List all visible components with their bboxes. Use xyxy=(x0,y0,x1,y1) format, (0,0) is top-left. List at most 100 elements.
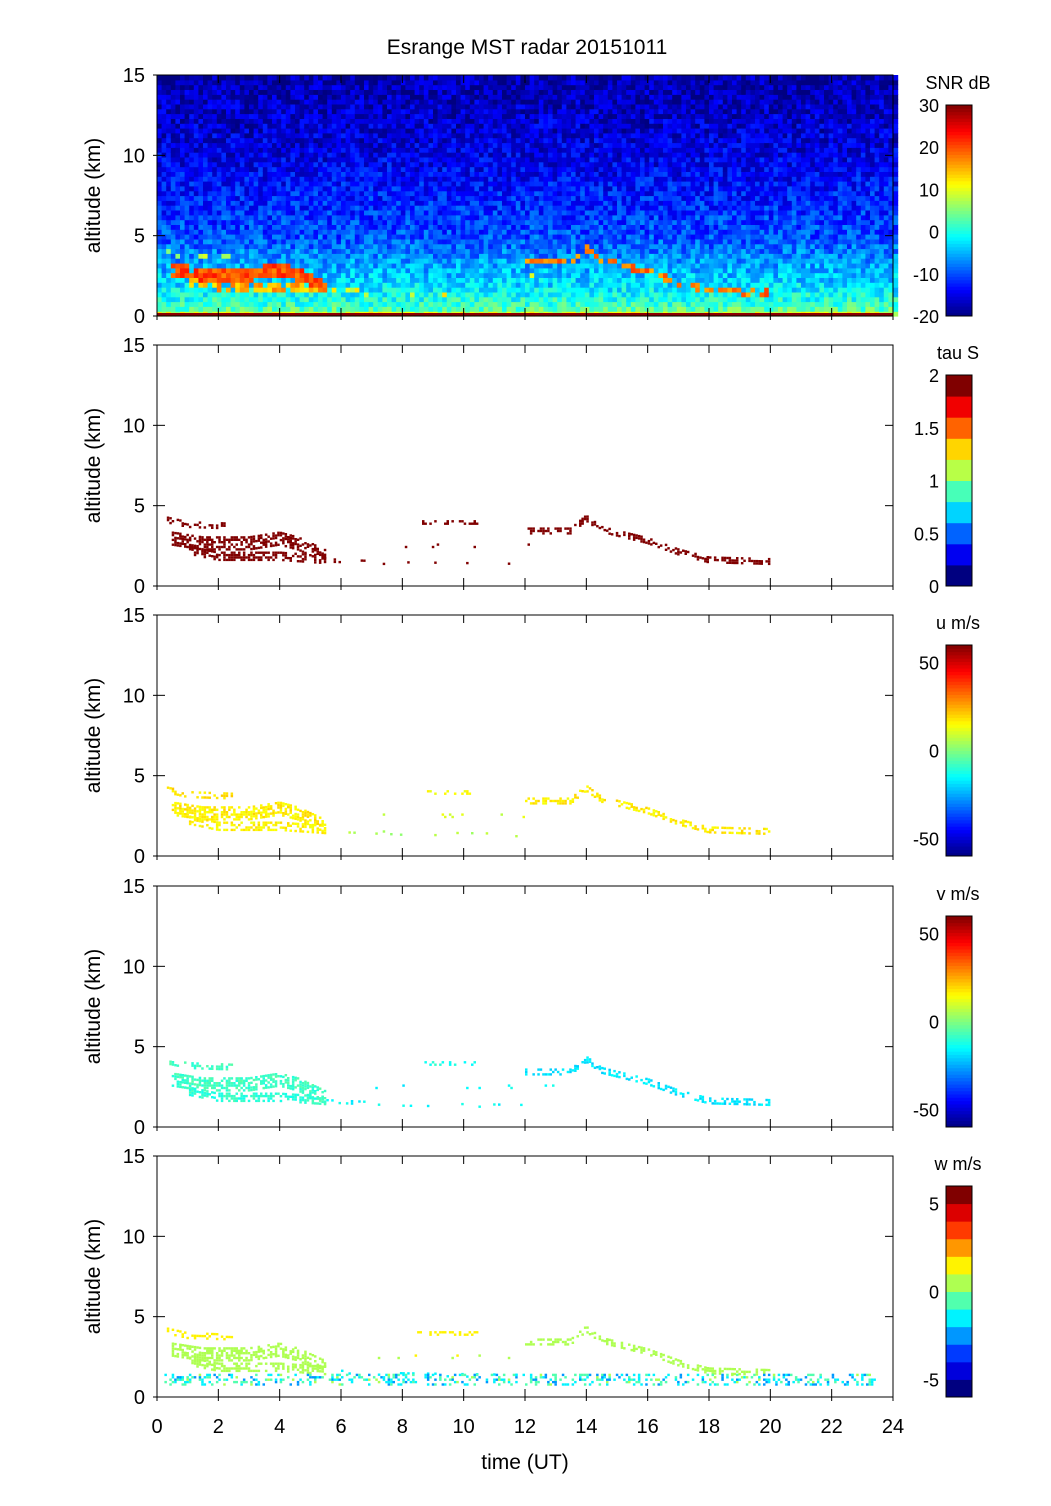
data-cell xyxy=(281,224,287,230)
data-cell xyxy=(575,161,581,168)
data-cell xyxy=(313,267,319,274)
data-cell xyxy=(198,84,204,90)
data-cell xyxy=(469,123,475,129)
data-cell xyxy=(226,205,232,211)
data-cell xyxy=(405,229,411,235)
data-cell xyxy=(290,176,296,182)
data-cell xyxy=(414,287,420,293)
data-cell xyxy=(189,185,195,192)
data-cell xyxy=(557,176,563,182)
data-cell xyxy=(235,156,241,163)
data-cell xyxy=(216,195,222,201)
data-cell xyxy=(262,258,268,264)
data-cell xyxy=(221,99,227,105)
data-cell xyxy=(469,113,475,119)
data-cell xyxy=(446,214,452,221)
data-cell xyxy=(290,234,296,240)
data-cell xyxy=(497,185,503,192)
data-cell xyxy=(207,253,213,259)
data-cell xyxy=(239,84,245,90)
data-cell xyxy=(446,75,452,81)
data-cell xyxy=(253,108,259,115)
data-cell xyxy=(281,190,287,197)
data-cell xyxy=(451,296,457,303)
data-cell xyxy=(492,287,498,293)
data-cell xyxy=(175,118,181,124)
data-cell xyxy=(364,171,370,177)
data-cell xyxy=(525,248,531,254)
data-cell xyxy=(198,258,204,264)
data-cell xyxy=(575,224,581,230)
data-cell xyxy=(166,108,172,115)
data-cell xyxy=(281,291,287,298)
data-cell xyxy=(594,118,600,124)
data-cell xyxy=(465,229,471,235)
data-cell xyxy=(612,243,618,250)
data-cell xyxy=(336,75,342,81)
data-cell xyxy=(253,103,259,110)
data-cell xyxy=(492,243,498,250)
data-cell xyxy=(460,152,466,158)
data-cell xyxy=(492,296,498,303)
data-cell xyxy=(198,195,204,201)
data-cell xyxy=(479,205,485,211)
data-cell xyxy=(488,263,494,269)
data-cell xyxy=(281,137,287,144)
data-cell xyxy=(170,272,176,278)
data-cell xyxy=(230,224,236,230)
data-cell xyxy=(368,291,374,298)
data-cell xyxy=(253,267,259,274)
data-cell xyxy=(538,137,544,144)
data-cell xyxy=(557,219,563,225)
data-cell xyxy=(226,89,232,95)
data-cell xyxy=(607,176,613,182)
data-cell xyxy=(437,267,443,274)
data-cell xyxy=(198,224,204,230)
data-cell xyxy=(336,205,342,211)
data-cell xyxy=(410,147,416,153)
data-cell xyxy=(350,156,356,163)
data-cell xyxy=(249,75,255,81)
data-cell xyxy=(382,282,388,288)
data-cell xyxy=(584,282,590,288)
data-cell xyxy=(285,267,291,274)
data-cell xyxy=(419,267,425,274)
data-cell xyxy=(170,210,176,216)
data-cell xyxy=(253,142,259,148)
data-cell xyxy=(170,161,176,168)
data-cell xyxy=(341,234,347,240)
data-cell xyxy=(207,205,213,211)
data-cell xyxy=(400,75,406,81)
data-cell xyxy=(299,291,305,298)
data-cell xyxy=(561,94,567,100)
data-cell xyxy=(603,306,609,312)
data-cell xyxy=(272,128,278,134)
data-cell xyxy=(442,219,448,225)
data-cell xyxy=(336,282,342,288)
data-cell xyxy=(460,190,466,197)
data-cell xyxy=(442,291,448,298)
data-cell xyxy=(272,108,278,115)
data-cell xyxy=(281,171,287,177)
data-cell xyxy=(566,161,572,168)
data-cell xyxy=(396,113,402,119)
data-cell xyxy=(221,287,227,293)
data-cell xyxy=(272,296,278,303)
data-cell xyxy=(322,210,328,216)
data-cell xyxy=(566,205,572,211)
data-cell xyxy=(446,79,452,86)
data-cell xyxy=(571,205,577,211)
data-cell xyxy=(502,200,508,206)
data-cell xyxy=(203,243,209,250)
data-cell xyxy=(354,137,360,144)
data-cell xyxy=(465,243,471,250)
data-cell xyxy=(396,190,402,197)
data-cell xyxy=(308,181,314,187)
data-cell xyxy=(580,243,586,250)
data-cell xyxy=(525,79,531,86)
data-cell xyxy=(359,258,365,264)
data-cell xyxy=(589,113,595,119)
data-cell xyxy=(249,103,255,110)
data-cell xyxy=(175,84,181,90)
data-cell xyxy=(465,132,471,139)
